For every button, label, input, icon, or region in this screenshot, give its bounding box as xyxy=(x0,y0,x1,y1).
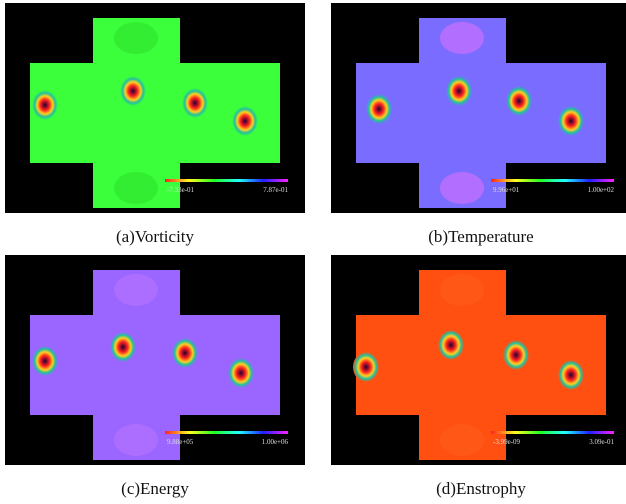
colorbar xyxy=(491,431,614,434)
shade xyxy=(440,172,484,204)
colorbar xyxy=(165,179,288,182)
panel-image: 9.96e+01 1.00e+02 xyxy=(331,3,626,213)
vortex xyxy=(558,106,584,136)
colorbar-max: 1.00e+06 xyxy=(262,438,289,446)
vortex xyxy=(32,90,58,120)
colorbar-min: -3.99e-09 xyxy=(493,438,521,446)
caption: (d)Enstrophy xyxy=(331,479,626,499)
colorbar-min: -7.33e-01 xyxy=(167,186,195,194)
visualization: 9.96e+01 1.00e+02 xyxy=(331,3,626,213)
colorbar-max: 7.87e-01 xyxy=(263,186,288,194)
colorbar-max: 3.09e-01 xyxy=(589,438,614,446)
vortex xyxy=(110,332,136,362)
shade xyxy=(114,22,158,54)
shade xyxy=(440,22,484,54)
vortex xyxy=(503,340,529,370)
vortex xyxy=(172,338,198,368)
figure: -7.33e-01 7.87e-01 (a)Vorticity 9.96e+01 1.0… xyxy=(0,0,626,504)
colorbar-min: 9.88e+05 xyxy=(167,438,194,446)
vortex xyxy=(506,86,532,116)
shade xyxy=(114,424,158,456)
colorbar-min: 9.96e+01 xyxy=(493,186,520,194)
vortex xyxy=(438,330,464,360)
vortex xyxy=(228,358,254,388)
vortex xyxy=(120,76,146,106)
vortex xyxy=(353,352,379,382)
shade xyxy=(114,274,158,306)
caption: (a)Vorticity xyxy=(5,227,305,247)
shade xyxy=(440,274,484,306)
visualization: 9.88e+05 1.00e+06 xyxy=(5,255,305,465)
colorbar-max: 1.00e+02 xyxy=(588,186,615,194)
panel-image: -3.99e-09 3.09e-01 xyxy=(331,255,626,465)
vortex xyxy=(366,94,392,124)
colorbar xyxy=(165,431,288,434)
colorbar xyxy=(491,179,614,182)
shade xyxy=(114,172,158,204)
vortex xyxy=(446,76,472,106)
caption: (b)Temperature xyxy=(331,227,626,247)
caption: (c)Energy xyxy=(5,479,305,499)
vortex xyxy=(182,88,208,118)
visualization: -3.99e-09 3.09e-01 xyxy=(331,255,626,465)
shade xyxy=(440,424,484,456)
panel-image: 9.88e+05 1.00e+06 xyxy=(5,255,305,465)
panel-image: -7.33e-01 7.87e-01 xyxy=(5,3,305,213)
vortex xyxy=(32,346,58,376)
vortex xyxy=(232,106,258,136)
visualization: -7.33e-01 7.87e-01 xyxy=(5,3,305,213)
vortex xyxy=(558,360,584,390)
